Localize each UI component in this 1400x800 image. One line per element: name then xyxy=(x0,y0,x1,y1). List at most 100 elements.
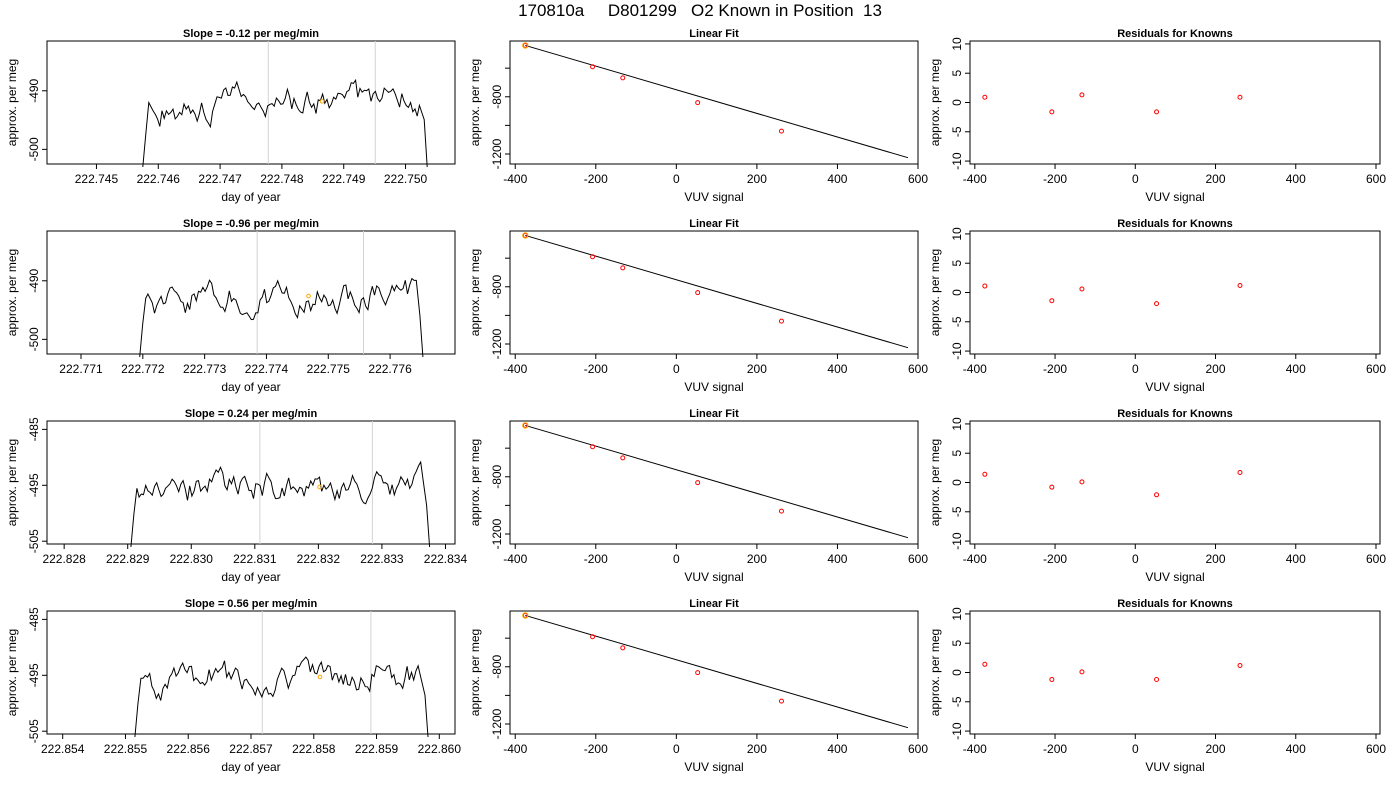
x-axis-label: VUV signal xyxy=(1145,760,1204,774)
highlighted-point xyxy=(522,232,529,239)
data-point xyxy=(620,645,626,651)
x-tick-label: 600 xyxy=(908,362,928,376)
x-tick-label: 200 xyxy=(1206,172,1226,186)
x-tick-label: 222.774 xyxy=(245,362,289,376)
panel-title: Residuals for Knowns xyxy=(1117,218,1233,230)
x-tick-label: -200 xyxy=(584,172,608,186)
y-axis-label: approx. per meg xyxy=(5,629,19,716)
x-tick-label: -200 xyxy=(1043,172,1067,186)
x-tick-label: 222.834 xyxy=(424,552,468,566)
y-tick-label: -485 xyxy=(27,417,41,441)
y-tick-label: 0 xyxy=(950,479,964,486)
x-tick-label: 200 xyxy=(747,742,767,756)
panel-title: Residuals for Knowns xyxy=(1117,28,1233,40)
y-tick-label: -1200 xyxy=(490,328,504,359)
panel-title: Residuals for Knowns xyxy=(1117,598,1233,610)
data-point xyxy=(1079,479,1085,485)
y-tick-label: -10 xyxy=(950,532,964,550)
x-axis-label: day of year xyxy=(221,760,280,774)
y-tick-label: -500 xyxy=(27,327,41,351)
x-tick-label: 0 xyxy=(1132,742,1139,756)
data-point xyxy=(620,455,626,461)
panel-2-3: Residuals for Knowns -400 -200 0 200 400 600 10… xyxy=(928,218,1386,394)
x-tick-label: 222.857 xyxy=(229,742,273,756)
y-tick-label: -5 xyxy=(950,506,964,517)
panel-title: Linear Fit xyxy=(689,598,739,610)
x-tick-label: 200 xyxy=(1206,552,1226,566)
x-tick-label: 600 xyxy=(908,552,928,566)
x-tick-label: 222.750 xyxy=(384,172,428,186)
y-tick-label: -500 xyxy=(27,137,41,161)
selected-point-marker xyxy=(317,674,323,680)
y-tick-label: -800 xyxy=(490,84,504,108)
plot-frame xyxy=(509,40,919,165)
data-point xyxy=(982,661,988,667)
data-point xyxy=(1237,662,1243,668)
x-tick-label: 222.859 xyxy=(355,742,399,756)
data-point xyxy=(982,471,988,477)
panel-title: Slope = -0.96 per meg/min xyxy=(183,218,319,230)
signal-trace xyxy=(134,656,429,738)
y-tick-label: -5 xyxy=(950,126,964,137)
plot-frame xyxy=(509,420,919,545)
y-tick-label: -505 xyxy=(27,719,41,743)
data-point xyxy=(1049,109,1055,115)
data-point xyxy=(1237,94,1243,100)
panel-title: Linear Fit xyxy=(689,28,739,40)
x-tick-label: 600 xyxy=(1366,742,1386,756)
data-point xyxy=(695,480,701,486)
fit-line xyxy=(525,44,909,159)
y-tick-label: 0 xyxy=(950,289,964,296)
panel-4-3: Residuals for Knowns -400 -200 0 200 400 600 10… xyxy=(928,598,1386,774)
x-tick-label: 222.772 xyxy=(121,362,165,376)
y-axis-label: approx. per meg xyxy=(5,439,19,526)
data-point xyxy=(620,265,626,271)
x-tick-label: 222.831 xyxy=(233,552,277,566)
plot-frame xyxy=(969,230,1381,355)
x-tick-label: 200 xyxy=(747,552,767,566)
y-tick-label: 5 xyxy=(950,450,964,457)
x-tick-label: 200 xyxy=(747,172,767,186)
x-tick-label: 400 xyxy=(827,552,847,566)
panel-title: Slope = 0.56 per meg/min xyxy=(185,598,318,610)
x-tick-label: 222.858 xyxy=(292,742,336,756)
panel-4-2: Linear Fit -400 -200 0 200 400 600 -800 -1200 VUV… xyxy=(468,598,928,774)
data-point xyxy=(1237,282,1243,288)
x-tick-label: 200 xyxy=(747,362,767,376)
x-tick-label: -200 xyxy=(1043,552,1067,566)
data-point xyxy=(1079,92,1085,98)
x-tick-label: 0 xyxy=(1132,362,1139,376)
data-point xyxy=(695,670,701,676)
y-tick-label: -495 xyxy=(27,663,41,687)
y-axis-label: approx. per meg xyxy=(928,439,942,526)
y-tick-label: -800 xyxy=(490,654,504,678)
x-tick-label: 222.856 xyxy=(167,742,211,756)
x-tick-label: 0 xyxy=(1132,552,1139,566)
data-point xyxy=(590,64,596,70)
selected-point-marker xyxy=(319,99,325,104)
x-tick-label: 200 xyxy=(1206,362,1226,376)
x-tick-label: -200 xyxy=(1043,362,1067,376)
y-tick-label: -10 xyxy=(950,722,964,740)
x-tick-label: 600 xyxy=(908,172,928,186)
y-tick-label: 0 xyxy=(950,99,964,106)
y-axis-label: approx. per meg xyxy=(928,59,942,146)
y-tick-label: -800 xyxy=(490,274,504,298)
x-tick-label: -200 xyxy=(584,362,608,376)
y-tick-label: -800 xyxy=(490,464,504,488)
data-point xyxy=(1154,677,1160,683)
panel-title: Linear Fit xyxy=(689,408,739,420)
x-tick-label: 400 xyxy=(1286,552,1306,566)
plot-frame xyxy=(969,420,1381,545)
data-point xyxy=(1154,109,1160,115)
x-tick-label: -200 xyxy=(1043,742,1067,756)
x-axis-label: day of year xyxy=(221,570,280,584)
y-tick-label: -1200 xyxy=(490,708,504,739)
x-axis-label: day of year xyxy=(221,380,280,394)
x-tick-label: -400 xyxy=(963,362,987,376)
plot-frame xyxy=(46,40,456,165)
panel-title: Slope = 0.24 per meg/min xyxy=(185,408,318,420)
x-tick-label: 222.830 xyxy=(170,552,214,566)
signal-trace xyxy=(142,78,428,168)
